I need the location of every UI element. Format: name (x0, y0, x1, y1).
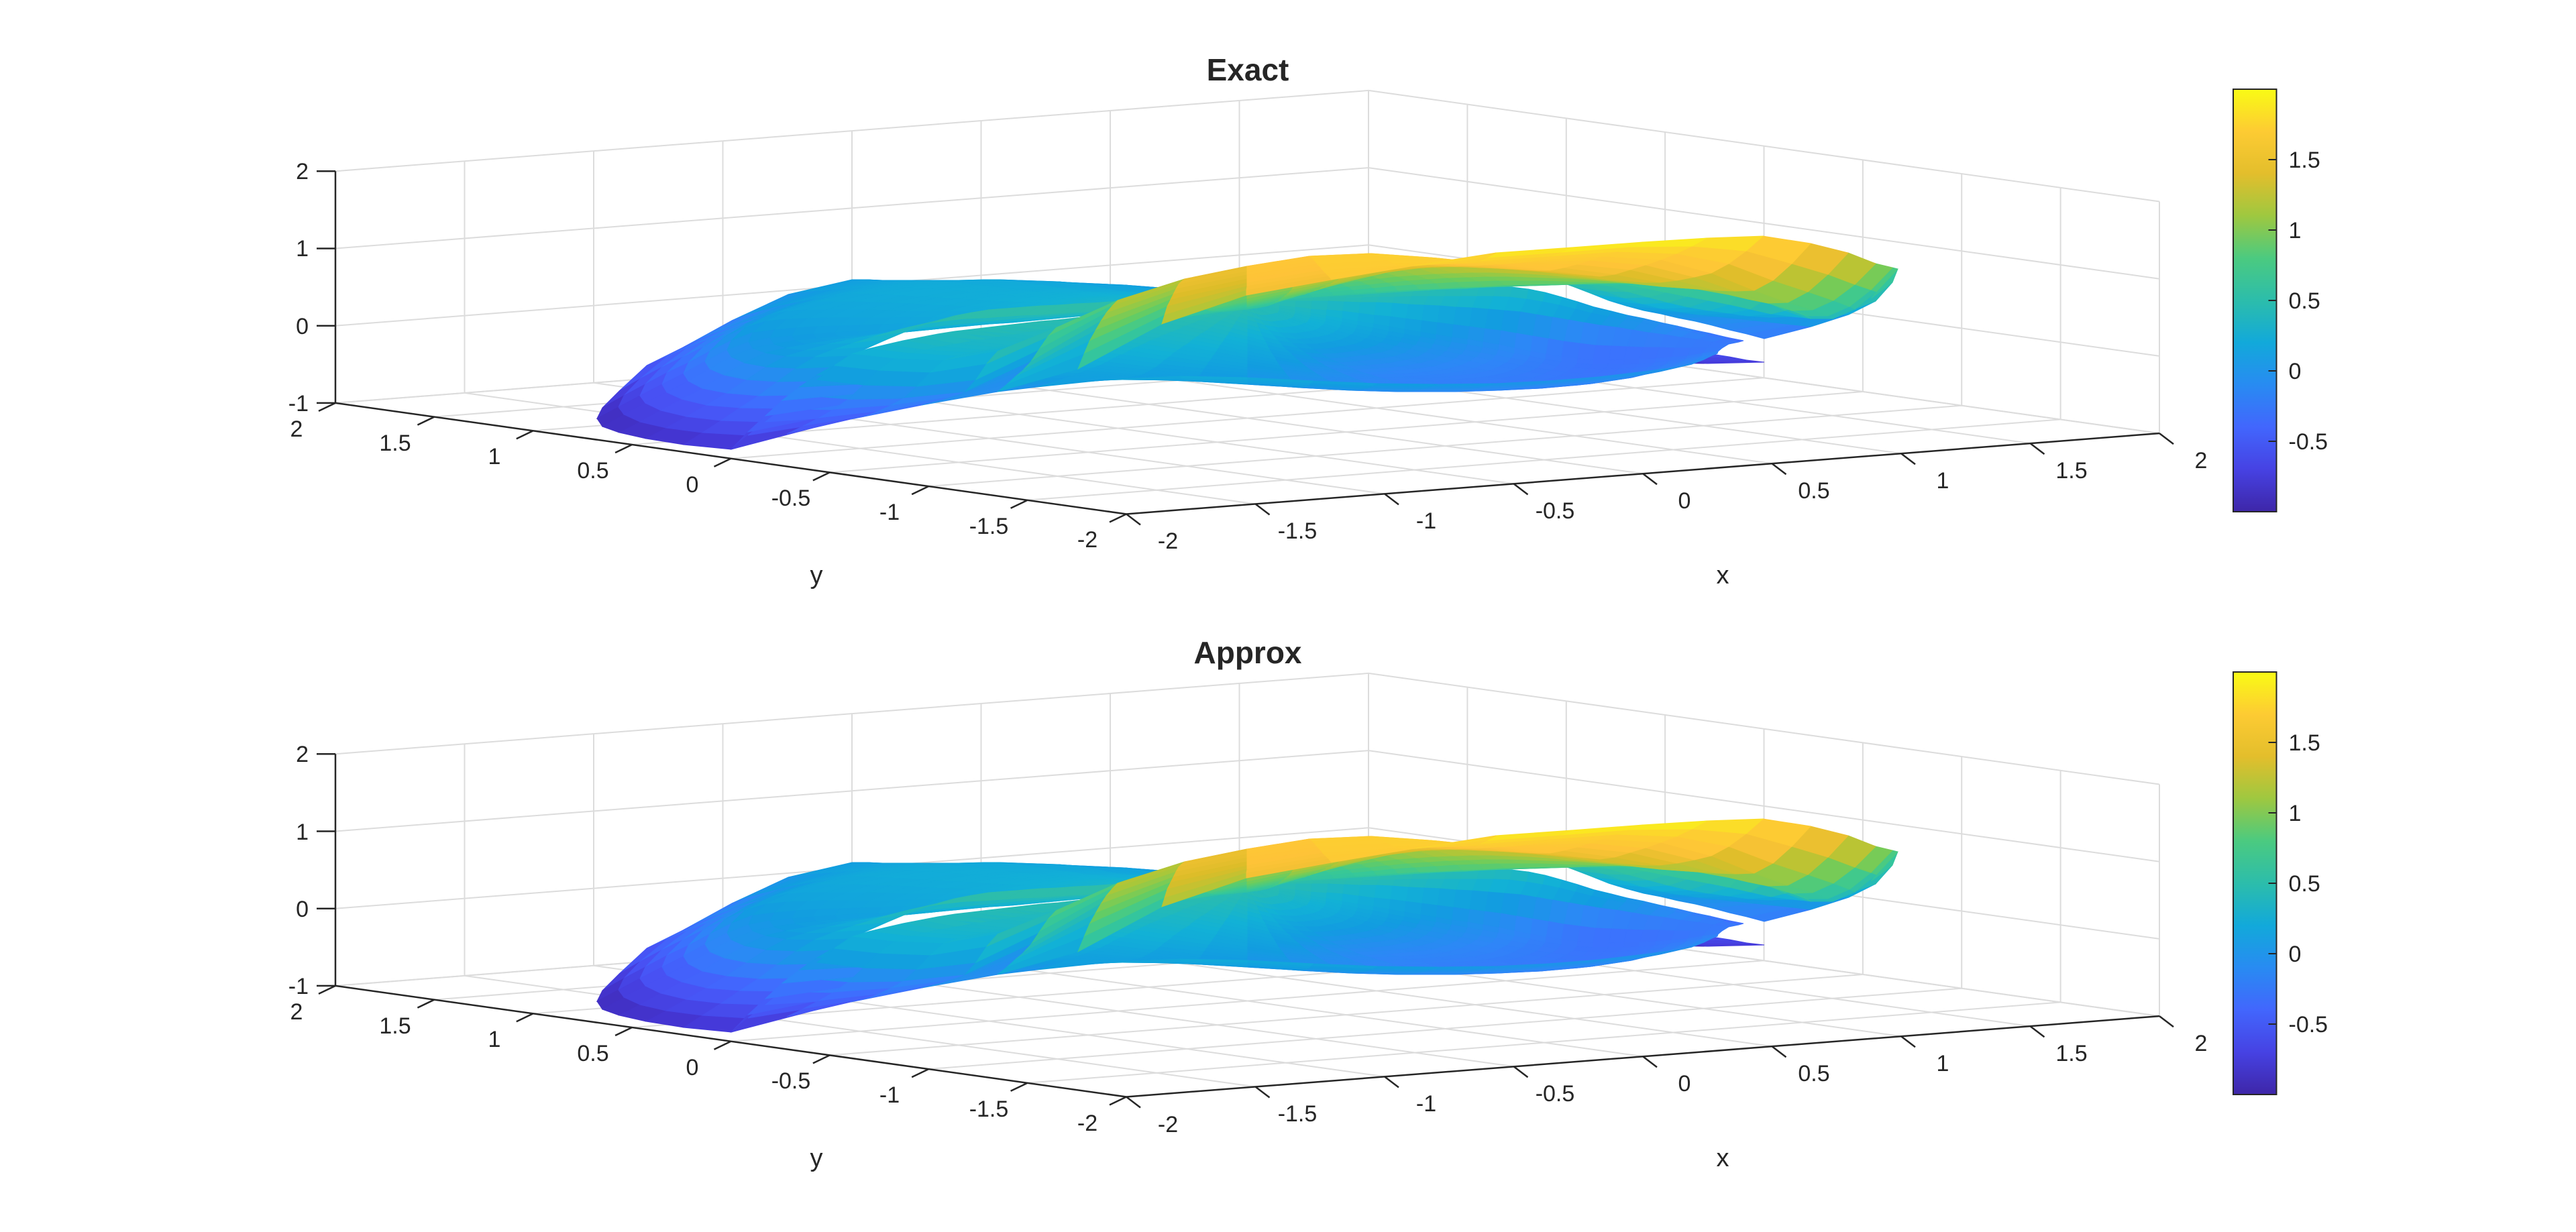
svg-text:Exact: Exact (1207, 52, 1289, 87)
svg-text:2: 2 (290, 999, 303, 1025)
svg-text:0: 0 (2289, 942, 2302, 967)
svg-text:1: 1 (296, 820, 309, 845)
svg-text:-1.5: -1.5 (969, 1097, 1009, 1122)
svg-text:y: y (810, 1144, 823, 1172)
svg-text:2: 2 (296, 742, 309, 767)
svg-text:-2: -2 (1158, 1112, 1178, 1137)
svg-text:2: 2 (296, 159, 309, 184)
svg-text:1.5: 1.5 (379, 1013, 411, 1039)
svg-text:0.5: 0.5 (577, 1041, 608, 1066)
svg-text:-2: -2 (1077, 1111, 1097, 1136)
svg-text:1: 1 (488, 444, 501, 469)
svg-text:0.5: 0.5 (577, 458, 608, 484)
svg-text:0: 0 (2289, 359, 2302, 384)
svg-text:-2: -2 (1077, 527, 1097, 553)
svg-text:-1: -1 (879, 1082, 900, 1108)
svg-text:-0.5: -0.5 (1536, 498, 1575, 524)
svg-text:2: 2 (2195, 448, 2208, 473)
svg-text:0: 0 (686, 472, 699, 498)
svg-text:1: 1 (296, 236, 309, 262)
svg-text:-0.5: -0.5 (1536, 1081, 1575, 1107)
svg-text:1: 1 (1937, 468, 1949, 494)
svg-text:1.5: 1.5 (2055, 1041, 2087, 1066)
svg-text:1.5: 1.5 (379, 431, 411, 456)
svg-text:-1: -1 (879, 500, 900, 525)
svg-text:-0.5: -0.5 (2289, 1012, 2328, 1038)
svg-text:0: 0 (1678, 1071, 1691, 1097)
svg-text:Approx: Approx (1194, 635, 1302, 670)
svg-text:-1.5: -1.5 (1278, 518, 1318, 544)
svg-text:1.5: 1.5 (2289, 730, 2320, 756)
svg-text:0: 0 (1678, 488, 1691, 514)
svg-text:-1: -1 (288, 391, 309, 416)
svg-text:1: 1 (488, 1027, 501, 1052)
svg-text:0: 0 (296, 897, 309, 922)
svg-text:1: 1 (2289, 218, 2302, 243)
svg-text:0: 0 (296, 314, 309, 339)
svg-text:0.5: 0.5 (1798, 478, 1829, 504)
svg-text:-1: -1 (288, 974, 309, 999)
svg-text:2: 2 (290, 416, 303, 442)
svg-text:-0.5: -0.5 (771, 1068, 811, 1094)
svg-text:0: 0 (686, 1055, 699, 1080)
svg-text:-2: -2 (1158, 528, 1178, 554)
svg-text:-0.5: -0.5 (771, 486, 811, 511)
svg-text:y: y (810, 561, 823, 590)
svg-text:x: x (1717, 561, 1729, 590)
svg-text:-1: -1 (1416, 1091, 1436, 1117)
svg-text:-1.5: -1.5 (1278, 1101, 1318, 1127)
svg-text:2: 2 (2195, 1031, 2208, 1056)
svg-text:1.5: 1.5 (2055, 458, 2087, 484)
svg-text:0.5: 0.5 (2289, 871, 2320, 897)
svg-text:0.5: 0.5 (2289, 288, 2320, 314)
svg-text:-0.5: -0.5 (2289, 429, 2328, 455)
svg-text:1.5: 1.5 (2289, 148, 2320, 173)
svg-text:1: 1 (2289, 801, 2302, 826)
svg-text:1: 1 (1937, 1051, 1949, 1076)
svg-text:x: x (1717, 1144, 1729, 1172)
svg-text:0.5: 0.5 (1798, 1061, 1829, 1086)
svg-text:-1.5: -1.5 (969, 514, 1009, 539)
svg-text:-1: -1 (1416, 508, 1436, 534)
